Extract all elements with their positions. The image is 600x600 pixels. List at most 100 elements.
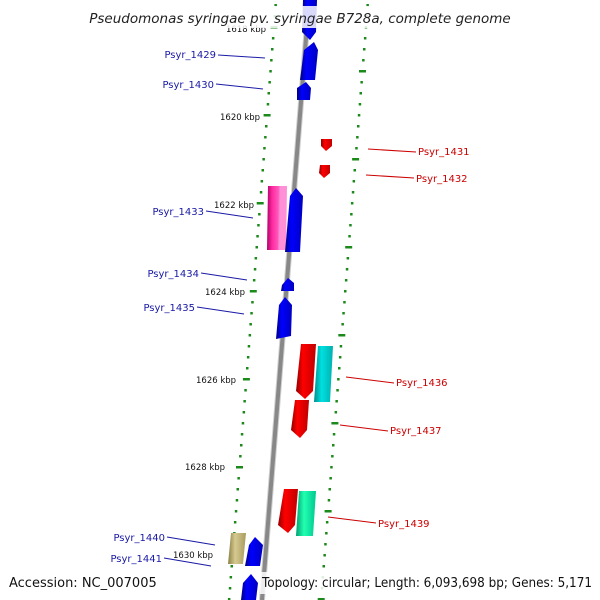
track-tick <box>357 125 360 128</box>
gene-psyr-1435[interactable] <box>276 297 292 339</box>
track-tick <box>345 246 353 249</box>
gene-psyr-1440[interactable] <box>228 533 246 564</box>
gene-psyr-1431[interactable] <box>321 139 332 151</box>
gene-psyr-1430[interactable] <box>297 82 311 100</box>
track-tick <box>246 367 249 370</box>
track-tick <box>267 92 270 95</box>
gene-label-psyr-1433[interactable]: Psyr_1433 <box>152 207 204 218</box>
track-tick <box>357 114 361 117</box>
gene-label-psyr-1429[interactable]: Psyr_1429 <box>164 50 216 61</box>
gene-label-psyr-1440[interactable]: Psyr_1440 <box>113 533 165 544</box>
track-tick <box>331 422 339 425</box>
track-tick <box>271 48 274 51</box>
track-tick <box>258 213 261 216</box>
track-tick <box>350 202 354 205</box>
gene-psyr-1441[interactable] <box>241 537 263 600</box>
gene-label-psyr-1434[interactable]: Psyr_1434 <box>147 269 199 280</box>
gene-label-psyr-1431[interactable]: Psyr_1431 <box>418 147 470 158</box>
track-tick <box>342 312 345 315</box>
track-tick <box>250 312 253 315</box>
track-tick <box>317 598 325 600</box>
track-tick <box>239 455 242 458</box>
gene-psyr-1433[interactable] <box>267 186 303 252</box>
gene-label-psyr-1439[interactable]: Psyr_1439 <box>378 519 430 530</box>
track-tick <box>358 103 362 106</box>
track-tick <box>363 37 367 40</box>
gene-psyr-1437[interactable] <box>291 400 309 438</box>
track-tick <box>243 400 246 403</box>
track-tick <box>352 158 360 161</box>
gene-psyr-1436[interactable] <box>296 344 333 402</box>
track-tick <box>261 169 264 172</box>
track-tick <box>254 257 258 260</box>
track-tick <box>264 136 267 139</box>
track-tick <box>338 367 341 370</box>
gene-label-psyr-1432[interactable]: Psyr_1432 <box>416 174 468 185</box>
track-tick <box>234 510 238 513</box>
topology-text: Topology: circular; Length: 6,093,698 bp… <box>261 576 592 591</box>
track-tick <box>252 279 256 282</box>
track-tick <box>366 4 369 7</box>
track-tick <box>332 444 335 447</box>
track-tick <box>343 301 346 304</box>
track-tick <box>228 587 232 590</box>
track-tick <box>360 81 363 84</box>
track-tick <box>249 290 257 293</box>
track-tick <box>341 323 344 326</box>
leader-lines <box>163 54 417 567</box>
track-tick <box>327 499 331 502</box>
track-tick <box>339 345 343 348</box>
track-tick <box>362 59 365 62</box>
gene-psyr-1439[interactable] <box>278 489 316 536</box>
gene-label-psyr-1437[interactable]: Psyr_1437 <box>390 426 442 437</box>
track-tick <box>338 356 342 359</box>
track-tick <box>330 466 333 469</box>
gene-label-psyr-1435[interactable]: Psyr_1435 <box>143 303 195 314</box>
track-tick <box>270 59 273 62</box>
track-tick <box>251 301 254 304</box>
track-tick <box>229 576 233 579</box>
track-tick <box>253 268 257 271</box>
track-tick <box>324 510 332 513</box>
track-tick <box>269 70 272 73</box>
track-tick <box>337 378 340 381</box>
track-tick <box>246 356 250 359</box>
track-tick <box>334 411 338 414</box>
footer-backdrop-left <box>6 572 146 594</box>
track-tick <box>233 521 237 524</box>
track-tick <box>237 477 240 480</box>
title-backdrop <box>80 6 520 28</box>
track-tick <box>271 37 275 40</box>
track-tick <box>260 180 264 183</box>
gene-label-psyr-1430[interactable]: Psyr_1430 <box>162 80 214 91</box>
track-tick <box>241 422 245 425</box>
track-tick <box>247 345 251 348</box>
track-tick <box>325 521 329 524</box>
track-tick <box>248 334 252 337</box>
kbp-label-1624: 1624 kbp <box>205 288 245 298</box>
track-tick <box>257 224 260 227</box>
track-tick <box>356 136 359 139</box>
track-tick <box>236 466 243 469</box>
track-tick <box>227 598 231 600</box>
gene-psyr-1432[interactable] <box>319 165 330 178</box>
track-tick <box>262 158 265 161</box>
track-tick <box>355 147 358 150</box>
track-tick <box>359 70 366 73</box>
track-tick <box>244 389 247 392</box>
track-tick <box>263 147 266 150</box>
kbp-label-1622: 1622 kbp <box>214 201 254 211</box>
gene-psyr-1434[interactable] <box>281 278 294 291</box>
kbp-label-1620: 1620 kbp <box>220 113 260 123</box>
gene-label-psyr-1436[interactable]: Psyr_1436 <box>396 378 448 389</box>
track-tick <box>344 279 348 282</box>
track-tick <box>266 103 270 106</box>
gene-psyr-1429[interactable] <box>300 42 318 80</box>
track-tick <box>328 488 331 491</box>
track-tick <box>268 81 271 84</box>
footer-backdrop-right <box>260 572 596 594</box>
track-tick <box>259 191 263 194</box>
track-tick <box>255 246 258 249</box>
gene-label-psyr-1441[interactable]: Psyr_1441 <box>110 554 162 565</box>
